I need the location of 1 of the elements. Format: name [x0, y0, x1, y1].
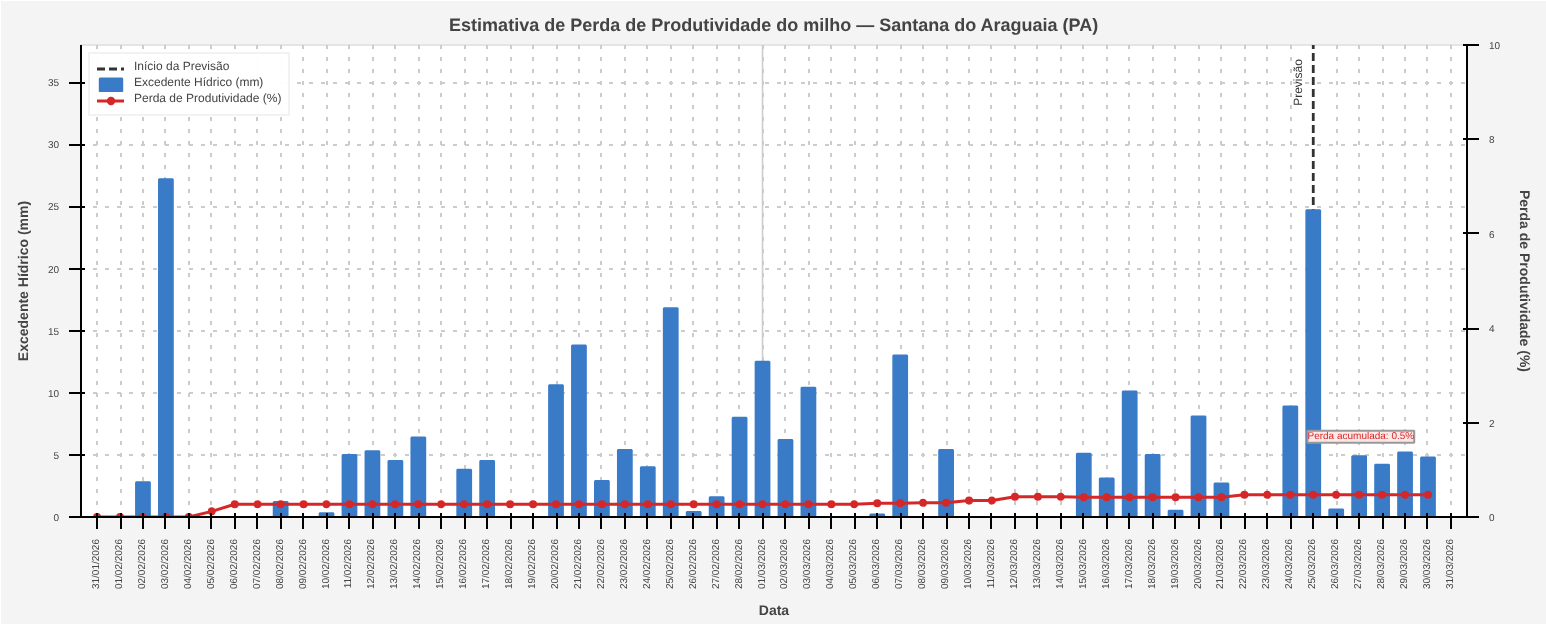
chart-title: Estimativa de Perda de Produtividade do milho — Santana do Araguaia (PA): [449, 15, 1099, 35]
